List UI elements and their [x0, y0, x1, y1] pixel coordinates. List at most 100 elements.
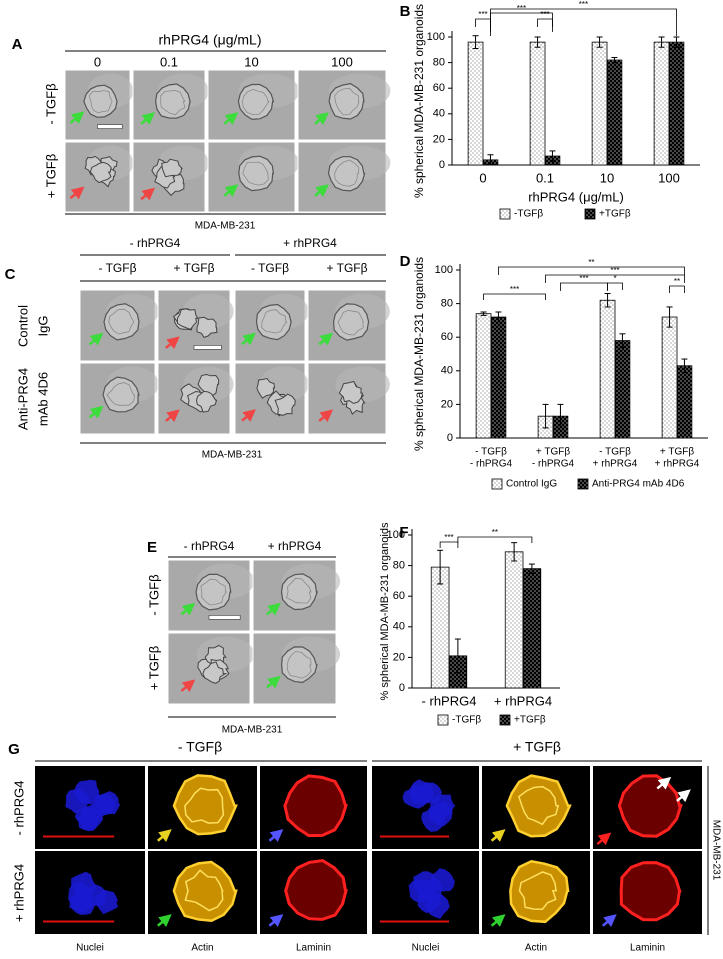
nucleus — [94, 889, 119, 915]
x-tick-label: - rhPRG4 — [470, 459, 513, 470]
legend-swatch — [584, 208, 596, 220]
organoid-texture — [106, 382, 136, 406]
y-tick-label: 60 — [393, 590, 405, 602]
bar — [504, 551, 524, 689]
panel-label: G — [8, 741, 20, 758]
y-tick-label: 80 — [393, 560, 405, 572]
row-label: + TGFβ — [43, 154, 58, 198]
row-label: mAb 4D6 — [35, 372, 50, 426]
row-label: Anti-PRG4 — [15, 368, 30, 430]
x-tick-label: + rhPRG4 — [494, 693, 552, 708]
arrow — [266, 675, 281, 689]
error-bar — [673, 36, 680, 48]
bar — [430, 566, 450, 689]
arrow — [314, 184, 329, 197]
organoid — [196, 316, 218, 339]
nucleus — [90, 792, 116, 817]
significance-label: *** — [579, 0, 588, 9]
legend-swatch — [491, 478, 503, 490]
organoid-texture — [242, 161, 269, 186]
channel-label: Laminin — [296, 943, 331, 954]
arrow — [601, 914, 617, 927]
channel-label: Actin — [191, 943, 213, 954]
column-label: - TGFβ — [251, 261, 289, 275]
error-bar — [472, 35, 479, 50]
column-label: 0.1 — [160, 54, 178, 69]
row-label: - TGFβ — [146, 574, 161, 615]
y-tick-label: 100 — [435, 264, 453, 276]
scale-bar — [97, 124, 123, 129]
y-axis-label: % spherical MDA-MB-231 organoids — [412, 4, 426, 198]
arrow — [241, 409, 256, 422]
organoid — [280, 646, 318, 684]
group-label: + TGFβ — [513, 739, 561, 755]
x-tick-label: + rhPRG4 — [593, 459, 638, 470]
significance-label: * — [613, 274, 616, 283]
nucleus — [71, 871, 97, 898]
error-bar — [604, 293, 611, 308]
y-tick-label: 60 — [441, 331, 453, 343]
organoid-texture — [241, 88, 270, 116]
panel-label: B — [400, 3, 411, 20]
legend-swatch — [577, 478, 589, 490]
cell-line: MDA-MB-231 — [195, 221, 256, 232]
error-bar — [681, 358, 688, 373]
arrow — [165, 336, 180, 350]
nucleus — [71, 891, 96, 915]
legend-label: +TGFβ — [514, 715, 546, 726]
arrow — [268, 829, 284, 842]
x-tick-label: 100 — [658, 170, 680, 185]
bar — [606, 59, 623, 166]
arrow — [676, 789, 691, 803]
bar — [475, 313, 492, 439]
organoid-texture — [334, 87, 360, 116]
significance-bracket — [498, 266, 685, 275]
y-tick-label: 40 — [441, 365, 453, 377]
error-bar — [495, 311, 502, 323]
bar — [661, 316, 678, 439]
arrow — [266, 602, 281, 616]
error-bar — [528, 563, 535, 574]
arrow — [241, 332, 256, 346]
y-axis-label: % spherical MDA-MB-231 organoids — [379, 522, 391, 700]
arrow — [69, 111, 85, 125]
error-bar — [619, 333, 626, 348]
x-tick-label: 0.1 — [536, 170, 554, 185]
laminin — [619, 861, 682, 922]
column-label: 0 — [94, 54, 101, 69]
x-axis-label: rhPRG4 (μg/mL) — [528, 189, 624, 204]
organoid-texture — [200, 578, 227, 606]
legend-swatch — [499, 714, 511, 726]
legend-label: -TGFβ — [514, 209, 543, 220]
significance-bracket — [439, 541, 459, 548]
bar — [529, 41, 546, 166]
panel-label: F — [399, 524, 408, 541]
laminin — [283, 774, 348, 838]
bar — [522, 568, 542, 689]
arrow — [156, 829, 172, 842]
cell-line: MDA-MB-231 — [222, 725, 283, 736]
y-tick-label: 20 — [393, 651, 405, 663]
column-label: 100 — [331, 54, 353, 69]
arrow — [490, 914, 506, 927]
organoid — [103, 303, 140, 341]
arrow — [88, 405, 104, 419]
organoid-texture — [286, 577, 312, 604]
error-bar — [534, 36, 541, 48]
significance-bracket — [545, 274, 685, 283]
organoid-texture — [261, 309, 288, 334]
organoid — [237, 83, 275, 120]
panel-label: D — [400, 253, 411, 270]
y-tick-label: 100 — [387, 529, 405, 541]
x-tick-label: + rhPRG4 — [655, 459, 700, 470]
significance-bracket — [669, 285, 685, 293]
nucleus — [431, 868, 455, 892]
organoid — [338, 380, 364, 405]
organoid — [256, 377, 276, 399]
significance-label: ** — [674, 277, 680, 286]
row-label: - rhPRG4 — [11, 781, 26, 836]
arrow — [165, 409, 180, 423]
x-tick-label: + TGFβ — [660, 447, 694, 458]
row-label: + rhPRG4 — [11, 864, 26, 922]
nucleus — [65, 788, 91, 814]
